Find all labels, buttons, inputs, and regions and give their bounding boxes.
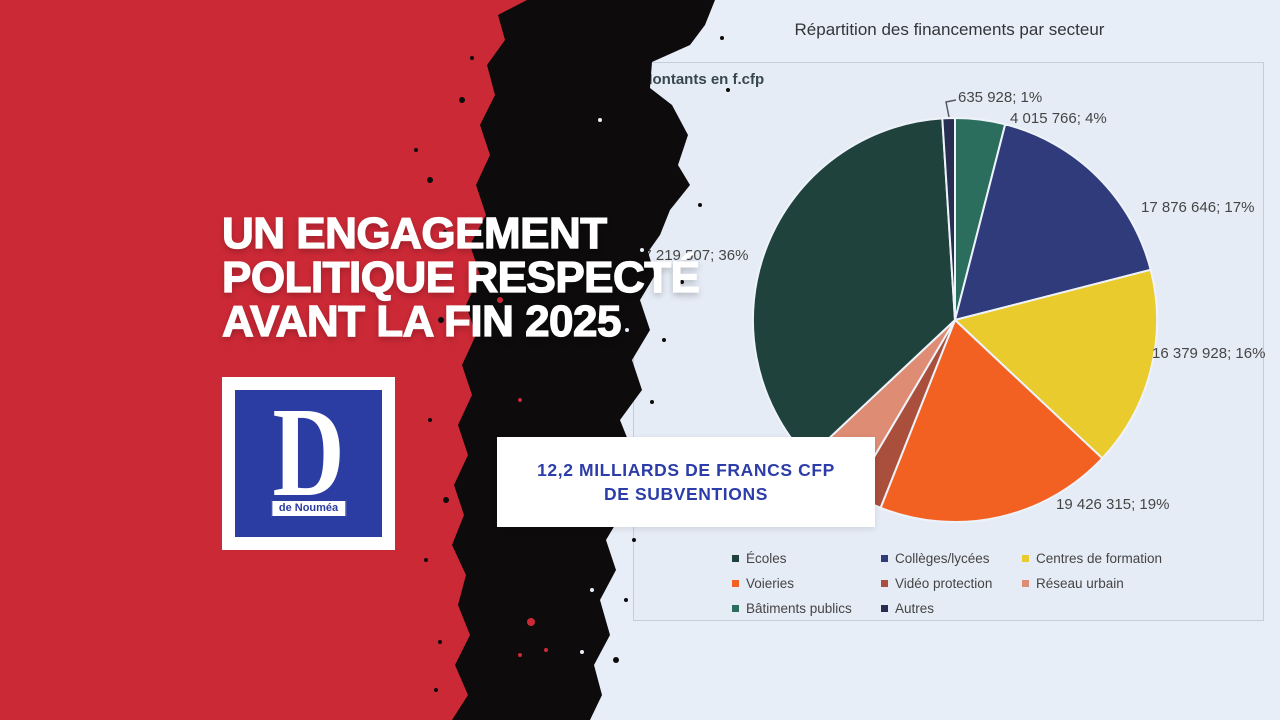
legend-swatch <box>732 555 739 562</box>
pie-slice-Centres de formation <box>954 268 1158 460</box>
legend-label: Collèges/lycées <box>895 551 990 566</box>
chart-legend: Écoles Collèges/lycées Centres de formatio… <box>732 546 1252 621</box>
pie-label-voieries: 19 426 315; 19% <box>1056 496 1170 513</box>
headline-line-3: AVANT LA FIN 2025 <box>221 297 622 346</box>
logo-letter: D <box>272 381 345 523</box>
pie-slice-Collèges/lycées <box>954 123 1152 321</box>
logo-caption: de Nouméa <box>270 500 347 517</box>
legend-item-Autres: Autres <box>881 596 1022 621</box>
legend-label: Vidéo protection <box>895 576 993 591</box>
legend-swatch <box>732 580 739 587</box>
subventions-line2: DE SUBVENTIONS <box>604 484 768 504</box>
legend-swatch <box>881 605 888 612</box>
label-leader-line <box>945 99 957 118</box>
legend-swatch <box>1022 555 1029 562</box>
headline-line-1: UN ENGAGEMENT <box>221 209 607 258</box>
legend-item-Bâtiments publics: Bâtiments publics <box>732 596 881 621</box>
headline-line-2: POLITIQUE RESPECTÉ <box>221 253 700 302</box>
legend-label: Autres <box>895 601 935 616</box>
legend-label: Réseau urbain <box>1036 576 1124 591</box>
pie-label-colleges: 17 876 646; 17% <box>1141 199 1255 216</box>
legend-swatch <box>732 605 739 612</box>
logo-blue-square: D de Nouméa <box>235 381 382 537</box>
pie-label-centres: 16 379 928; 16% <box>1152 345 1266 362</box>
legend-label: Centres de formation <box>1036 551 1163 566</box>
pie-label-batiments: 4 015 766; 4% <box>1010 110 1107 127</box>
legend-label: Bâtiments publics <box>746 601 852 616</box>
legend-label: Voieries <box>746 576 795 591</box>
legend-swatch <box>1022 580 1029 587</box>
legend-swatch <box>881 580 888 587</box>
subventions-highlight-box: 12,2 MILLIARDS DE FRANCS CFP DE SUBVENTI… <box>497 437 875 527</box>
pie-slice-Autres <box>941 117 956 321</box>
legend-label: Écoles <box>746 551 787 566</box>
pie-slice-Écoles <box>751 117 956 460</box>
legend-item-Réseau urbain: Réseau urbain <box>1022 571 1252 596</box>
legend-item-Vidéo protection: Vidéo protection <box>881 571 1022 596</box>
legend-item-Voieries: Voieries <box>732 571 881 596</box>
legend-swatch <box>881 555 888 562</box>
pie-label-autres: 635 928; 1% <box>958 89 1043 106</box>
logo-dnc: D de Nouméa <box>222 377 395 550</box>
red-background-panel <box>0 0 560 720</box>
subventions-line1: 12,2 MILLIARDS DE FRANCS CFP <box>537 460 835 480</box>
chart-title: Répartition des financements par secteur <box>794 20 1105 39</box>
legend-item-Centres de formation: Centres de formation <box>1022 546 1252 571</box>
legend-item-Collèges/lycées: Collèges/lycées <box>881 546 1022 571</box>
headline: UN ENGAGEMENT POLITIQUE RESPECTÉ AVANT L… <box>221 209 700 346</box>
legend-item-Écoles: Écoles <box>732 546 881 571</box>
